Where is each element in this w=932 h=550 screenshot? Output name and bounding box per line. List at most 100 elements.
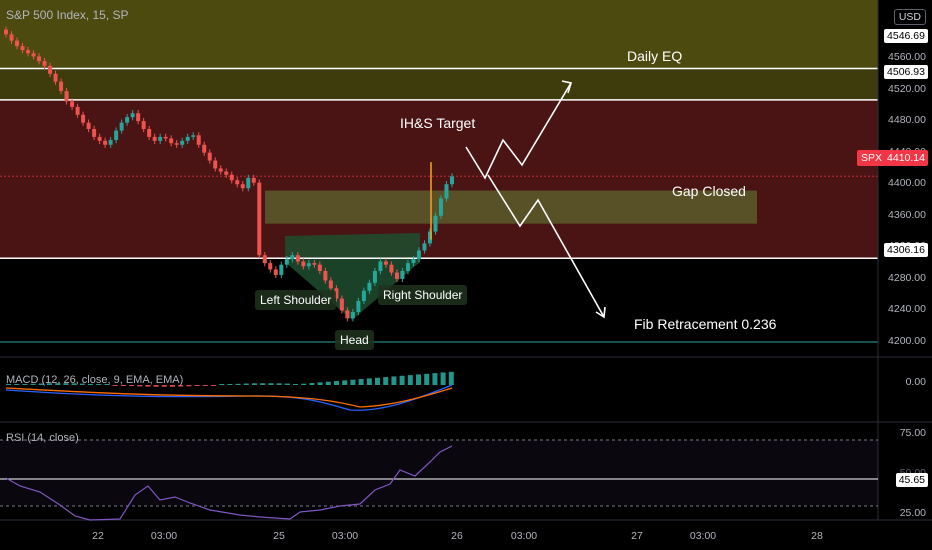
macd-histogram-bar xyxy=(153,385,159,387)
candle-body xyxy=(26,50,31,54)
macd-histogram-bar xyxy=(260,383,266,385)
candle-body xyxy=(372,271,377,283)
macd-histogram-bar xyxy=(440,372,446,385)
candle-body xyxy=(42,61,47,66)
gap-zone xyxy=(265,190,757,224)
candle-body xyxy=(119,122,124,131)
macd-histogram-bar xyxy=(6,384,11,385)
macd-histogram-bar xyxy=(47,383,52,385)
candle-body xyxy=(20,46,25,51)
macd-histogram-bar xyxy=(432,373,438,385)
candle-body xyxy=(180,140,185,145)
candle-body xyxy=(185,136,190,141)
macd-histogram-bar xyxy=(448,371,454,385)
candle-body xyxy=(213,160,218,169)
candle-body xyxy=(433,215,438,232)
candle-body xyxy=(218,168,223,172)
macd-histogram-bar xyxy=(71,383,77,385)
candle-body xyxy=(334,288,339,299)
price-tick-label: 4400.00 xyxy=(888,177,926,190)
candle-body xyxy=(273,269,278,275)
candle-body xyxy=(130,113,135,118)
macd-signal-line xyxy=(5,387,453,408)
candle-body xyxy=(48,65,53,74)
candle-body xyxy=(235,180,240,185)
ihs-target-label: IH&S Target xyxy=(400,115,476,131)
macd-histogram-bar xyxy=(252,383,257,385)
candle-body xyxy=(323,271,328,281)
daily-eq-label: Daily EQ xyxy=(627,48,683,64)
macd-histogram-bar xyxy=(194,385,200,386)
price-tick-label: 4480.00 xyxy=(888,114,926,127)
bullish-arrowhead xyxy=(561,80,573,94)
candle-body xyxy=(207,152,212,161)
candle-body xyxy=(152,136,157,141)
candle-body xyxy=(328,280,333,289)
candle-body xyxy=(86,122,91,129)
price-tick-label: 4360.00 xyxy=(888,208,926,221)
candle-body xyxy=(378,261,383,271)
candle-body xyxy=(81,114,86,123)
level-badge-4306: 4306.16 xyxy=(884,243,928,257)
candle-body xyxy=(279,264,284,275)
candle-body xyxy=(224,171,229,175)
currency-button[interactable]: USD xyxy=(893,9,926,25)
candle-body xyxy=(284,259,289,265)
fib-retracement-label: Fib Retracement 0.236 xyxy=(634,316,777,332)
macd-histogram-bar xyxy=(219,384,225,385)
candle-body xyxy=(64,91,69,102)
price-tick-label: 4520.00 xyxy=(888,82,926,95)
left-shoulder-label: Left Shoulder xyxy=(255,290,337,310)
macd-histogram-bar xyxy=(202,385,208,386)
macd-axis-zero: 0.00 xyxy=(905,376,926,388)
candle-body xyxy=(97,136,102,141)
candle-body xyxy=(411,259,416,264)
candle-body xyxy=(400,271,405,279)
macd-histogram-bar xyxy=(178,385,184,387)
macd-histogram-bar xyxy=(268,383,274,385)
rsi-tick-25: 25.00 xyxy=(899,507,926,519)
candle-body xyxy=(438,198,443,216)
macd-histogram-bar xyxy=(79,383,85,385)
level-badge-4506: 4506.93 xyxy=(884,65,928,79)
candle-body xyxy=(169,138,174,144)
candle-body xyxy=(295,255,300,262)
zone-mid xyxy=(0,99,878,259)
candle-body xyxy=(262,255,267,264)
time-tick-label: 03:00 xyxy=(689,530,717,542)
candle-body xyxy=(229,174,234,181)
macd-histogram-bar xyxy=(211,385,216,386)
macd-histogram-bar xyxy=(96,384,102,385)
candle-body xyxy=(53,73,58,82)
price-tick-label: 4240.00 xyxy=(888,303,926,316)
macd-histogram-bar xyxy=(30,383,36,385)
bullish-projection-path xyxy=(465,82,572,180)
candle-body xyxy=(163,136,168,139)
macd-histogram-bar xyxy=(145,385,151,387)
price-tick-label: 4200.00 xyxy=(888,335,926,347)
candle-body xyxy=(301,261,306,267)
candle-body xyxy=(4,29,8,35)
candle-body xyxy=(389,264,394,273)
macd-histogram-bar xyxy=(399,375,405,385)
macd-histogram-bar xyxy=(293,384,298,385)
macd-histogram-bar xyxy=(55,383,61,385)
time-tick-label: 27 xyxy=(631,530,643,542)
macd-histogram-bar xyxy=(22,384,28,385)
candle-body xyxy=(427,231,432,244)
ihs-pattern-zone xyxy=(285,233,420,320)
candle-body xyxy=(15,40,20,47)
macd-histogram-bar xyxy=(14,384,20,385)
symbol-price-tag: SPX xyxy=(857,150,887,166)
candle-body xyxy=(251,177,256,183)
time-tick-label: 03:00 xyxy=(510,530,538,542)
macd-histogram-bar xyxy=(227,384,233,385)
candle-body xyxy=(356,300,361,313)
macd-histogram-bar xyxy=(325,381,331,385)
macd-histogram-bar xyxy=(63,383,69,385)
candle-body xyxy=(147,129,152,137)
zone-daily-eq xyxy=(0,68,878,100)
macd-histogram-bar xyxy=(243,383,249,385)
candle-body xyxy=(59,81,64,92)
